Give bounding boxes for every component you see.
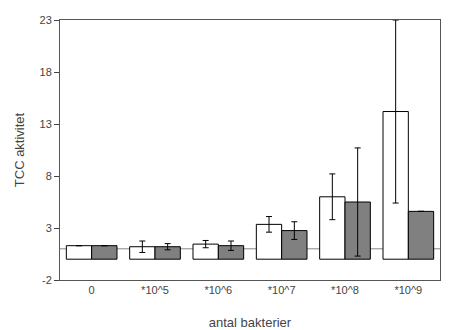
svg-text:TCC aktivitet: TCC aktivitet xyxy=(12,112,27,187)
svg-text:*10^7: *10^7 xyxy=(268,284,296,296)
svg-text:-2: -2 xyxy=(42,274,52,286)
svg-text:18: 18 xyxy=(40,66,52,78)
svg-text:3: 3 xyxy=(46,222,52,234)
svg-text:*10^6: *10^6 xyxy=(204,284,232,296)
svg-text:8: 8 xyxy=(46,170,52,182)
svg-text:*10^8: *10^8 xyxy=(331,284,359,296)
svg-text:antal bakterier: antal bakterier xyxy=(209,315,292,330)
svg-text:*10^9: *10^9 xyxy=(394,284,422,296)
svg-text:*10^5: *10^5 xyxy=(141,284,169,296)
svg-text:23: 23 xyxy=(40,14,52,26)
svg-text:13: 13 xyxy=(40,118,52,130)
svg-text:0: 0 xyxy=(89,284,95,296)
